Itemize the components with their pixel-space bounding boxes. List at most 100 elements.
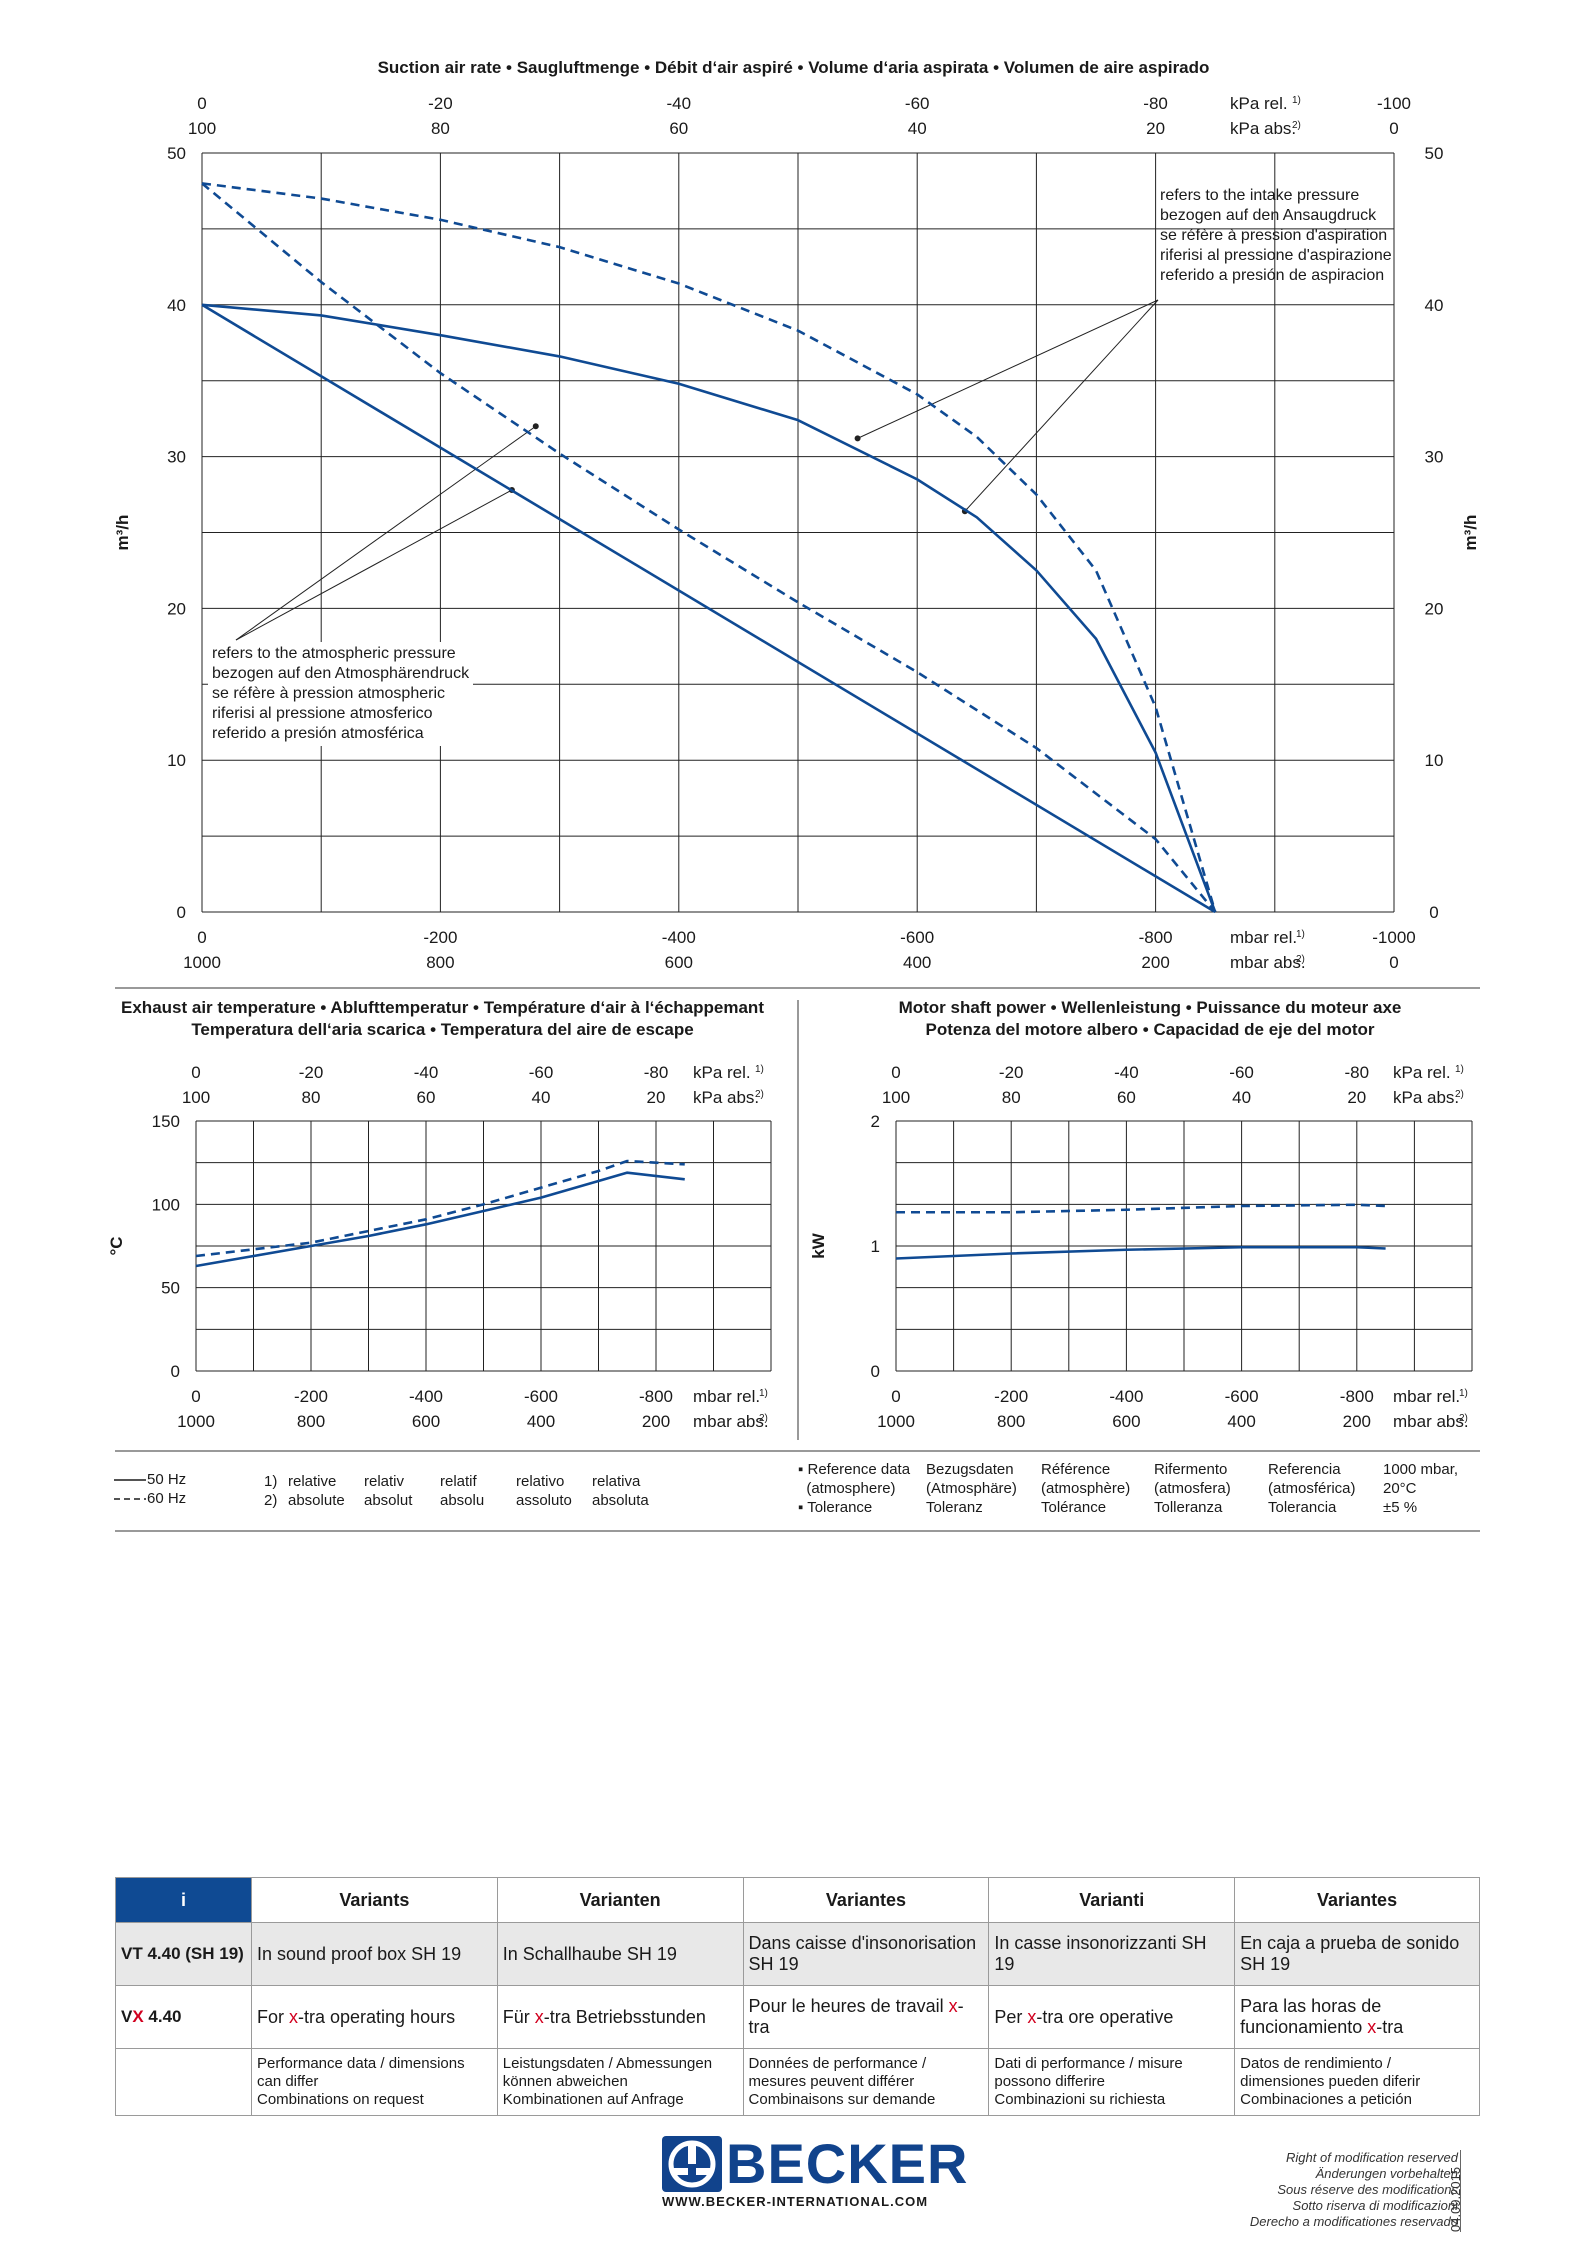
reference-col-1: ▪ Reference data (atmosphere) ▪ Toleranc… [798,1460,910,1517]
cell-part: Pour le heures de travail [748,1996,949,2016]
cell-line: Combinaciones a petición [1240,2091,1412,2108]
unit-footnote: 2) [1296,954,1305,965]
top-tick-rel: -40 [667,94,692,113]
bottom-tick-rel: -600 [1225,1387,1259,1406]
ref-line: ▪ Reference data [798,1461,911,1478]
top-tick-abs: 60 [669,119,688,138]
temp-chart-title: Exhaust air temperature • Ablufttemperat… [115,998,770,1040]
top-tick-rel: -80 [644,1063,669,1082]
note-line: bezogen auf den Ansaugdruck [1160,207,1377,224]
table-cell: Dati di performance / misure possono diff… [988,2048,1236,2116]
top-tick-abs: 60 [1117,1088,1136,1107]
bottom-tick-rel: -400 [1109,1387,1143,1406]
cell-line: dimensiones pueden diferir [1240,2073,1421,2090]
note-line: se réfère à pression d'aspiration [1160,227,1388,244]
legend-relative: relatif [440,1473,477,1490]
y-tick-label: 0 [871,1362,880,1381]
bottom-tick-abs: 0 [1389,953,1398,972]
y-axis-label: m³/h [1461,515,1480,551]
bottom-unit-rel: mbar rel. [693,1387,760,1406]
suction-chart-title: Suction air rate • Saugluftmenge • Débit… [377,58,1210,77]
website-link[interactable]: WWW.BECKER-INTERNATIONAL.COM [662,2194,929,2209]
top-tick-abs: 80 [1002,1088,1021,1107]
bottom-tick-abs: 1000 [877,1412,915,1431]
bottom-tick-rel: 0 [191,1387,200,1406]
cell-part: Per [994,2006,1028,2027]
top-unit-rel: kPa rel. [693,1063,751,1082]
table-row: VT 4.40 (SH 19) In sound proof box SH 19… [115,1922,1480,1986]
title-line: Exhaust air temperature • Ablufttemperat… [121,998,764,1017]
bottom-tick-rel: -800 [639,1387,673,1406]
rights-line: Derecho a modificationes reservado [1249,2214,1458,2229]
reference-col-5: Referencia (atmosférica) Tolerancia [1268,1460,1356,1517]
variant-label: VX 4.40 [115,1985,252,2049]
y-tick-label: 20 [167,599,186,618]
cell-line: mesures peuvent différer [748,2073,915,2090]
title-line: Motor shaft power • Wellenleistung • Pui… [898,998,1402,1017]
ref-line: ▪ Tolerance [798,1499,873,1516]
table-cell: Leistungsdaten / Abmessungen können abwei… [496,2048,744,2116]
y-tick-label: 0 [1429,903,1438,922]
divider [797,1000,799,1440]
bottom-unit-abs: mbar abs. [1393,1412,1469,1431]
legend-absolute: assoluto [516,1492,572,1509]
y-tick-label: 150 [152,1112,180,1131]
bottom-unit-rel: mbar rel. [1230,928,1297,947]
table-cell: Données de performance / mesures peuvent … [742,2048,990,2116]
top-unit-rel: kPa rel. [1393,1063,1451,1082]
cell-line: Dati di performance / misure [994,2055,1183,2072]
cell-line: Données de performance / [748,2055,927,2072]
unit-footnote: 2) [1292,120,1301,131]
note-line: refers to the atmospheric pressure [212,645,456,662]
bottom-tick-rel: 0 [891,1387,900,1406]
series-line-50hz [895,1245,1386,1260]
top-tick-rel: 0 [891,1063,900,1082]
cell-part: x [1027,2006,1037,2027]
brand-name: BECKER [726,2132,969,2195]
series-line-60hz [201,182,1217,913]
series-line-60hz [195,1159,685,1258]
series-line-60hz [896,1203,1386,1214]
series-line-50hz [201,303,1216,914]
header-cell: Variantes [1234,1877,1480,1923]
bottom-tick-abs: 600 [412,1412,440,1431]
table-header-row: i Variants Varianten Variantes Varianti … [115,1877,1480,1923]
ref-line: Tolérance [1041,1499,1107,1516]
table-cell: For x-tra operating hours [250,1985,498,2049]
top-tick-abs: 40 [1232,1088,1251,1107]
cell-line: Datos de rendimiento / [1240,2055,1392,2072]
legend-relative: relative [288,1473,337,1490]
top-unit-abs: kPa abs. [1393,1088,1459,1107]
header-cell: Variants [250,1877,498,1923]
legend-absolute: absolute [288,1492,345,1509]
cell-part: x [289,2006,298,2027]
table-cell: Datos de rendimiento / dimensiones pueden… [1234,2048,1480,2116]
legend-absolute: absolut [364,1492,413,1509]
variants-table: i Variants Varianten Variantes Varianti … [115,1877,1480,2116]
unit-footnote: 1) [1296,929,1305,940]
y-tick-label: 40 [167,296,186,315]
label-part: V [121,2007,133,2026]
ref-line: Bezugsdaten [926,1461,1014,1478]
bottom-tick-abs: 1000 [177,1412,215,1431]
bottom-tick-rel: -600 [900,928,934,947]
top-tick-abs: 100 [882,1088,910,1107]
note-pointer-dot [532,423,539,430]
series-line-50hz [201,303,1217,913]
legend-note-2: 2) [264,1492,278,1509]
cell-line: can differ [256,2073,319,2090]
top-unit-abs: kPa abs. [1230,119,1296,138]
rights-reserved: Right of modification reserved Änderunge… [1240,2150,1458,2230]
label-part: 4.40 [143,2007,182,2026]
note-pointer-line [857,299,1159,439]
bottom-tick-abs: 400 [527,1412,555,1431]
table-cell: Per x-tra ore operative [988,1985,1236,2049]
rights-line: Right of modification reserved [1286,2150,1458,2165]
top-tick-rel: -80 [1345,1063,1370,1082]
table-cell: Dans caisse d'insonorisation SH 19 [742,1922,990,1986]
header-cell: Varianti [988,1877,1236,1923]
document-date: 04.09.2015 [1448,2166,1463,2232]
cell-part: For [256,2006,289,2027]
y-tick-label: 30 [167,448,186,467]
label-part: X [132,2007,144,2026]
